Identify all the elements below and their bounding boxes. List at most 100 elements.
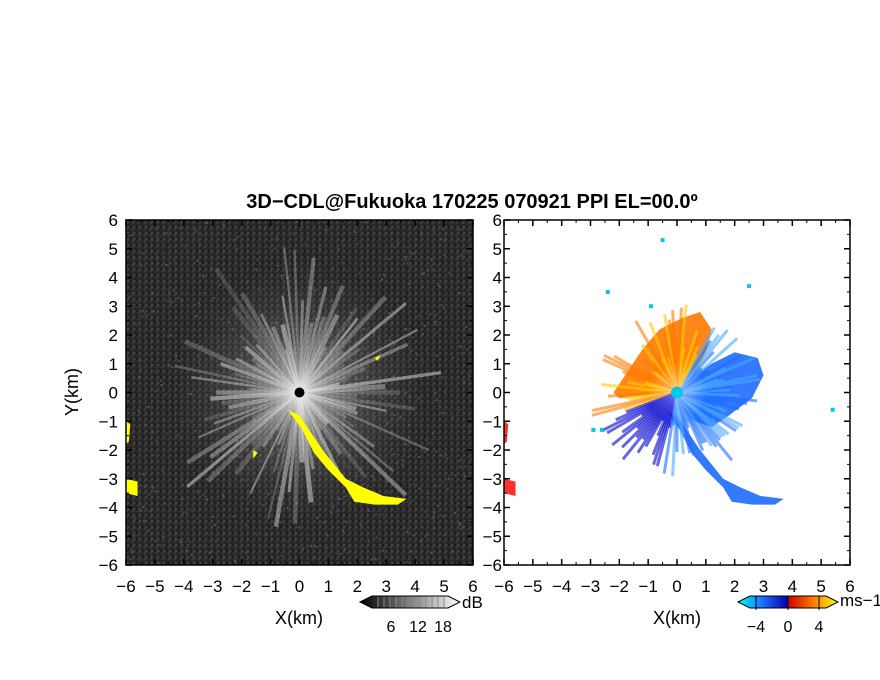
echo-spoke xyxy=(281,295,301,393)
noise-pixel xyxy=(129,548,132,551)
x-tick-label: −6 xyxy=(494,577,513,596)
echo-spoke xyxy=(250,391,302,447)
noise-pixel xyxy=(168,242,171,245)
noise-pixel xyxy=(431,432,434,435)
noise-pixel xyxy=(151,430,154,433)
noise-pixel xyxy=(126,356,129,359)
noise-pixel xyxy=(159,544,162,547)
noise-pixel xyxy=(467,425,470,428)
noise-pixel xyxy=(406,501,409,504)
echo-spoke xyxy=(298,391,323,431)
noise-pixel xyxy=(441,516,444,519)
noise-pixel xyxy=(202,225,205,228)
noise-pixel xyxy=(138,266,141,269)
y-tick-label: 4 xyxy=(493,269,502,288)
noise-pixel xyxy=(139,316,142,319)
reflectivity-x-label: X(km) xyxy=(275,608,323,628)
noise-pixel xyxy=(462,381,465,384)
noise-pixel xyxy=(142,506,145,509)
noise-pixel xyxy=(190,472,193,475)
noise-pixel xyxy=(144,485,147,488)
y-tick-label: −3 xyxy=(99,470,118,489)
noise-pixel xyxy=(160,235,163,238)
noise-pixel xyxy=(428,372,431,375)
noise-pixel xyxy=(452,240,455,243)
chart-title: 3D−CDL@Fukuoka 170225 070921 PPI EL=00.0… xyxy=(246,191,698,213)
noise-pixel xyxy=(430,551,433,554)
echo-spoke xyxy=(297,391,343,479)
noise-pixel xyxy=(232,239,235,242)
y-tick-label: 5 xyxy=(493,240,502,259)
noise-pixel xyxy=(443,533,446,536)
noise-pixel xyxy=(133,539,136,542)
reflectivity-colorbar-ticks xyxy=(377,597,445,607)
noise-pixel xyxy=(177,297,180,300)
noise-pixel xyxy=(342,529,345,532)
noise-pixel xyxy=(459,459,462,462)
echo-spoke xyxy=(174,364,300,394)
noise-pixel xyxy=(236,235,239,238)
noise-pixel xyxy=(175,521,178,524)
noise-pixel xyxy=(429,442,432,445)
noise-pixel xyxy=(199,243,202,246)
noise-pixel xyxy=(143,423,146,426)
noise-pixel xyxy=(438,405,441,408)
noise-pixel xyxy=(189,517,192,520)
echo-spoke xyxy=(298,363,345,394)
echo-spoke xyxy=(298,349,344,394)
noise-pixel xyxy=(319,248,322,251)
noise-pixel xyxy=(201,545,204,548)
echo-spoke xyxy=(213,391,300,425)
noise-pixel xyxy=(210,513,213,516)
echo-spoke xyxy=(297,392,314,503)
noise-pixel xyxy=(430,258,433,261)
noise-pixel xyxy=(454,386,457,389)
reflectivity-y-label: Y(km) xyxy=(62,368,82,416)
echo-spoke xyxy=(209,390,301,459)
noise-pixel xyxy=(446,494,449,497)
noise-pixel xyxy=(156,257,159,260)
noise-pixel xyxy=(426,500,429,503)
y-tick-label: 1 xyxy=(109,355,118,374)
noise-pixel xyxy=(255,532,258,535)
noise-pixel xyxy=(332,526,335,529)
noise-pixel xyxy=(139,359,142,362)
noise-pixel xyxy=(149,228,152,231)
noise-pixel xyxy=(404,259,407,262)
noise-pixel xyxy=(446,457,449,460)
noise-pixel xyxy=(354,516,357,519)
echo-spoke xyxy=(297,390,330,426)
echo-spoke xyxy=(244,345,301,395)
noise-pixel xyxy=(432,527,435,530)
echo-spoke xyxy=(297,295,388,394)
noise-pixel xyxy=(432,511,435,514)
noise-pixel xyxy=(332,223,335,226)
noise-pixel xyxy=(413,252,416,255)
noise-pixel xyxy=(463,348,466,351)
noise-pixel xyxy=(181,498,184,501)
noise-pixel xyxy=(396,509,399,512)
noise-pixel xyxy=(279,520,282,523)
noise-pixel xyxy=(163,288,166,291)
velocity-speckle xyxy=(591,427,596,432)
noise-pixel xyxy=(235,247,238,250)
echo-spoke xyxy=(298,302,407,394)
noise-pixel xyxy=(130,562,133,565)
echo-spoke xyxy=(298,391,408,497)
noise-pixel xyxy=(432,471,435,474)
y-tick-label: −2 xyxy=(99,441,118,460)
reflectivity-colorbar-tick-18: 18 xyxy=(434,619,452,636)
noise-pixel xyxy=(169,358,172,361)
noise-pixel xyxy=(167,296,170,299)
noise-pixel xyxy=(402,485,405,488)
radar-center xyxy=(671,386,683,399)
noise-pixel xyxy=(172,260,175,263)
noise-pixel xyxy=(429,517,432,520)
noise-pixel xyxy=(424,535,427,538)
echo-spoke xyxy=(299,391,429,451)
noise-pixel xyxy=(174,482,177,485)
x-tick-label: 2 xyxy=(353,577,362,596)
noise-pixel xyxy=(432,229,435,232)
echo-spoke xyxy=(298,342,409,395)
